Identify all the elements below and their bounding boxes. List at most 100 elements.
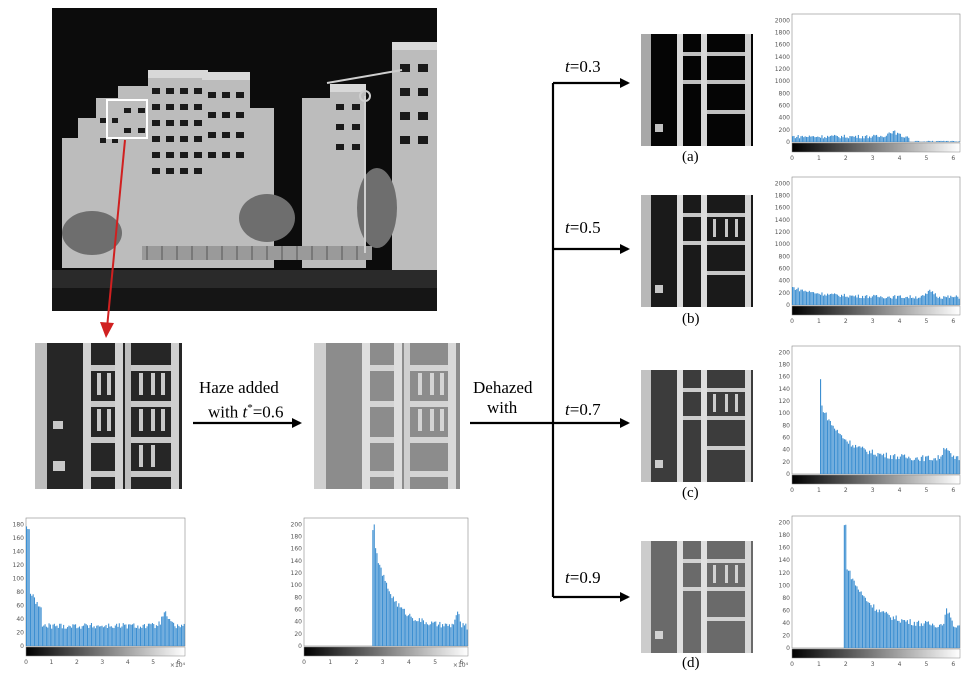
x-tick-label: 5 xyxy=(924,487,928,494)
histogram-frame xyxy=(791,176,961,306)
histogram-bar xyxy=(922,455,924,474)
histogram-bar xyxy=(951,296,953,305)
histogram-bar xyxy=(820,379,822,474)
histogram-bar xyxy=(906,296,908,305)
histogram-bar xyxy=(425,622,427,646)
y-tick-label: 800 xyxy=(779,253,791,260)
dehazed-photo-c xyxy=(641,370,753,482)
histogram-bar xyxy=(433,621,435,646)
y-tick-label: 1400 xyxy=(775,54,790,61)
histogram-bar xyxy=(824,294,826,305)
histogram-bar xyxy=(157,625,159,646)
y-tick-label: 180 xyxy=(13,521,25,528)
histogram-bar xyxy=(885,452,887,474)
histogram-bar xyxy=(796,136,798,142)
histogram-bar xyxy=(814,137,816,142)
histogram-bar xyxy=(954,141,956,142)
x-tick-label: 6 xyxy=(951,487,955,494)
histogram-bar xyxy=(838,295,840,305)
histogram-bar xyxy=(383,574,385,646)
histogram-bar xyxy=(810,292,812,305)
histogram-bar xyxy=(51,628,53,646)
histogram-bar xyxy=(902,298,904,305)
histogram-bar xyxy=(864,295,866,305)
histogram-bar xyxy=(422,620,424,646)
histogram-bar xyxy=(428,625,430,646)
histogram-bar xyxy=(834,293,836,305)
histogram-bar xyxy=(898,133,900,142)
histogram-bar xyxy=(880,453,882,474)
histogram-bar xyxy=(881,136,883,142)
x-tick-label: 5 xyxy=(924,661,928,668)
histogram-bar xyxy=(409,613,411,646)
y-tick-label: 20 xyxy=(782,632,790,639)
histogram-bar xyxy=(829,135,831,142)
x-tick-label: 3 xyxy=(871,318,875,325)
histogram-bar xyxy=(386,582,388,646)
histogram-bar xyxy=(463,625,465,646)
histogram-bar xyxy=(919,626,921,648)
arrow-branches xyxy=(553,78,630,602)
histogram-bar xyxy=(452,624,455,646)
histogram-bar xyxy=(112,627,114,646)
y-tick-label: 1400 xyxy=(775,217,790,224)
histogram-bar xyxy=(466,629,468,646)
histogram-bar xyxy=(884,457,886,474)
x-tick-label: 4 xyxy=(898,487,902,494)
y-tick-label: 1000 xyxy=(775,241,790,248)
dehazed-photo-a xyxy=(641,34,753,146)
histogram-bar xyxy=(940,298,942,305)
histogram-bar xyxy=(838,137,840,142)
histogram-bar xyxy=(888,615,890,648)
histogram-bar xyxy=(941,454,943,474)
histogram-bar xyxy=(912,625,914,648)
histogram-bar xyxy=(874,135,876,142)
histogram-bar xyxy=(384,580,386,646)
histogram-bar xyxy=(822,138,824,142)
histogram-bar xyxy=(898,295,900,305)
histogram-bar xyxy=(899,622,901,648)
histogram-bar xyxy=(841,294,843,305)
histogram-bar xyxy=(162,616,164,646)
histogram-bar xyxy=(380,567,382,646)
histogram-bar xyxy=(958,460,960,474)
histogram-bar xyxy=(916,457,918,474)
y-tick-label: 800 xyxy=(779,90,791,97)
histogram-bar xyxy=(876,295,878,305)
y-tick-label: 140 xyxy=(779,386,791,393)
histogram-bar xyxy=(26,526,28,646)
histogram-bar xyxy=(47,627,49,646)
histogram-bar xyxy=(857,446,859,474)
x-tick-label: 5 xyxy=(924,155,928,162)
y-tick-label: 120 xyxy=(291,570,303,577)
y-tick-label: 1600 xyxy=(775,42,790,49)
histogram-bar xyxy=(835,135,837,142)
histogram-bar xyxy=(947,450,949,474)
histogram-bar xyxy=(880,135,882,142)
histogram-bar xyxy=(906,458,908,474)
histogram-bar xyxy=(183,623,185,646)
histogram-bar xyxy=(843,525,845,648)
histogram-bar xyxy=(925,456,927,474)
crop-original-photo xyxy=(35,343,182,489)
histogram-bar xyxy=(937,140,939,142)
histogram-bar xyxy=(853,296,855,305)
histogram-bar xyxy=(797,287,799,305)
histogram-bar xyxy=(167,618,169,646)
histogram-bar xyxy=(373,524,375,646)
histogram-bar xyxy=(887,458,889,474)
histogram-bar xyxy=(394,601,396,646)
histogram-bar xyxy=(925,620,927,648)
histogram-bar xyxy=(388,591,390,646)
histogram-bar xyxy=(458,614,460,646)
histogram-bar xyxy=(908,298,910,305)
histogram-bar xyxy=(155,625,157,646)
histogram-bar xyxy=(442,624,444,646)
histogram-bar xyxy=(839,297,841,305)
histogram-bar xyxy=(923,461,925,474)
histogram-bar xyxy=(897,456,899,474)
y-tick-label: 180 xyxy=(779,362,791,369)
histogram-bar xyxy=(824,137,826,142)
histogram-bar xyxy=(61,628,63,646)
histogram-bar xyxy=(31,595,33,646)
